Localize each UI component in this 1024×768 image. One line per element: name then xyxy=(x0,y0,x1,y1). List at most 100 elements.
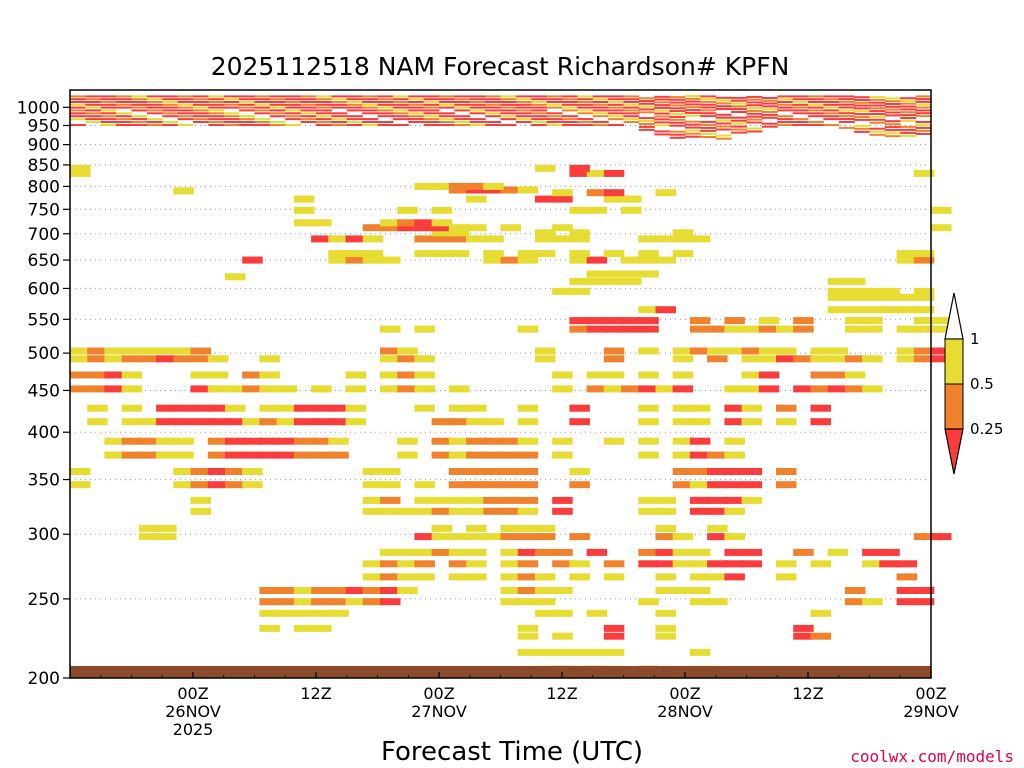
ri-cell xyxy=(380,219,401,227)
ri-cell xyxy=(793,317,814,325)
ri-cell xyxy=(483,451,504,459)
bl-cell xyxy=(346,98,363,101)
bl-cell xyxy=(146,124,163,126)
bl-cell xyxy=(915,103,932,106)
ri-cell xyxy=(621,195,642,203)
bl-cell xyxy=(838,103,855,106)
ri-cell xyxy=(672,347,694,355)
ri-cell xyxy=(431,524,453,532)
ri-cell xyxy=(483,256,504,264)
x-tick-label: 00Z xyxy=(423,684,454,703)
ri-cell xyxy=(586,169,608,177)
bl-cell xyxy=(900,108,917,111)
ri-cell xyxy=(534,609,556,617)
bl-cell xyxy=(223,115,240,118)
bl-cell xyxy=(469,109,486,112)
ri-cell xyxy=(844,587,866,594)
bl-cell xyxy=(316,98,332,101)
ri-cell xyxy=(380,224,401,232)
bl-cell xyxy=(900,119,917,122)
ri-cell xyxy=(276,437,298,445)
bl-cell xyxy=(146,109,163,112)
bl-cell xyxy=(239,101,255,103)
bl-cell xyxy=(193,103,209,106)
ri-cell xyxy=(517,533,539,541)
ri-cell xyxy=(689,548,711,556)
bl-cell xyxy=(146,118,163,121)
ri-cell xyxy=(500,186,521,194)
ri-cell xyxy=(586,385,608,393)
bl-cell xyxy=(531,115,548,118)
bl-cell xyxy=(177,115,194,118)
y-tick-label: 650 xyxy=(28,251,60,271)
ri-cell xyxy=(517,468,539,475)
ri-cell xyxy=(380,256,401,264)
bl-cell xyxy=(685,129,701,132)
bl-cell xyxy=(823,103,840,106)
y-tick-label: 500 xyxy=(28,344,60,364)
ri-cell xyxy=(586,371,608,379)
bl-cell xyxy=(546,103,563,106)
ri-cell xyxy=(414,371,435,379)
ri-cell xyxy=(517,507,539,515)
bl-cell xyxy=(454,103,471,106)
ri-cell xyxy=(931,317,952,325)
ri-cell xyxy=(724,468,745,475)
ri-cell xyxy=(844,317,866,325)
ri-cell xyxy=(655,385,676,393)
ri-cell xyxy=(517,624,539,632)
bl-cell xyxy=(792,109,809,112)
ri-cell xyxy=(259,598,280,606)
bl-cell xyxy=(577,112,594,115)
bl-cell xyxy=(546,118,563,121)
bl-cell xyxy=(669,104,686,107)
ri-cell xyxy=(156,347,177,355)
ri-cell xyxy=(362,496,384,504)
bl-cell xyxy=(669,118,686,121)
bl-cell xyxy=(193,106,209,109)
bl-cell xyxy=(208,115,225,118)
ri-cell xyxy=(70,371,91,379)
bl-cell xyxy=(100,98,117,101)
bl-cell xyxy=(316,112,332,115)
ri-cell xyxy=(724,548,745,556)
ri-cell xyxy=(534,524,556,532)
ri-cell xyxy=(328,404,349,412)
ri-cell xyxy=(569,277,590,285)
bl-cell xyxy=(408,118,425,121)
ri-cell xyxy=(345,235,366,243)
ri-cell xyxy=(431,496,453,504)
bl-cell xyxy=(592,98,609,101)
bl-cell xyxy=(638,120,655,122)
bl-cell xyxy=(777,98,794,101)
bl-cell xyxy=(469,121,486,123)
ri-cell xyxy=(862,548,883,556)
ri-cell xyxy=(397,507,418,515)
bl-cell xyxy=(485,98,501,101)
bl-cell xyxy=(531,124,548,126)
bl-cell xyxy=(392,106,409,109)
bl-cell xyxy=(85,98,102,101)
bl-cell xyxy=(685,114,701,117)
ri-cell xyxy=(655,624,676,632)
bl-cell xyxy=(854,110,870,113)
chart-title: 2025112518 NAM Forecast Richardson# KPFN xyxy=(211,52,790,81)
ri-cell xyxy=(931,347,952,355)
ri-cell xyxy=(259,437,280,445)
bl-cell xyxy=(177,124,194,126)
ri-cell xyxy=(724,533,745,541)
ri-cell xyxy=(380,573,401,581)
ri-cell xyxy=(362,256,384,264)
ri-cell xyxy=(672,548,694,556)
ri-cell xyxy=(414,325,435,333)
y-tick-label: 850 xyxy=(28,156,60,176)
bl-cell xyxy=(131,118,148,121)
ri-cell xyxy=(827,306,849,314)
bl-cell xyxy=(454,124,471,126)
ri-cell xyxy=(672,560,694,568)
ri-cell xyxy=(448,496,470,504)
ri-cell xyxy=(793,385,814,393)
ri-cell xyxy=(466,418,487,426)
ri-cell xyxy=(448,404,470,412)
bl-cell xyxy=(608,124,624,126)
